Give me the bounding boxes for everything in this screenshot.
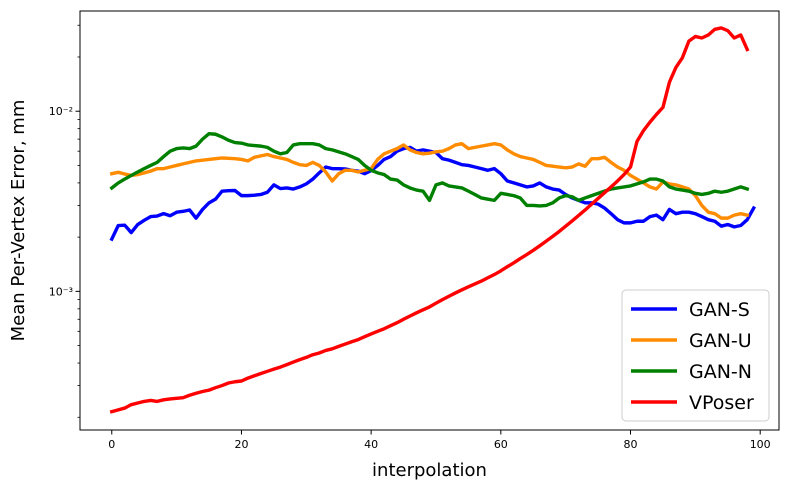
legend-box	[621, 289, 770, 422]
x-axis: 0 20 40 60 80 100	[108, 430, 771, 451]
legend-label: GAN-S	[689, 299, 750, 321]
series-line-gan-n	[109, 132, 750, 208]
y-axis: 10⁻³ 10⁻²	[49, 24, 80, 418]
plot-frame	[79, 10, 780, 431]
x-tick-label: 100	[750, 438, 771, 451]
legend-label: GAN-U	[689, 330, 752, 352]
series-line-vposer	[109, 26, 750, 414]
x-tick-label: 0	[108, 438, 115, 451]
legend-label: GAN-N	[689, 361, 752, 383]
y-tick-label: 10⁻²	[49, 105, 73, 118]
x-axis-label: interpolation	[372, 460, 487, 481]
y-tick-label: 10⁻³	[49, 285, 73, 298]
x-tick-label: 80	[624, 438, 638, 451]
series-layer	[109, 26, 757, 414]
y-axis-label: Mean Per-Vertex Error, mm	[8, 100, 29, 342]
x-tick-label: 20	[234, 438, 248, 451]
x-tick-label: 40	[364, 438, 378, 451]
legend-label: VPoser	[689, 392, 754, 414]
x-tick-label: 60	[494, 438, 508, 451]
legend: GAN-S GAN-U GAN-N VPoser	[621, 289, 770, 422]
